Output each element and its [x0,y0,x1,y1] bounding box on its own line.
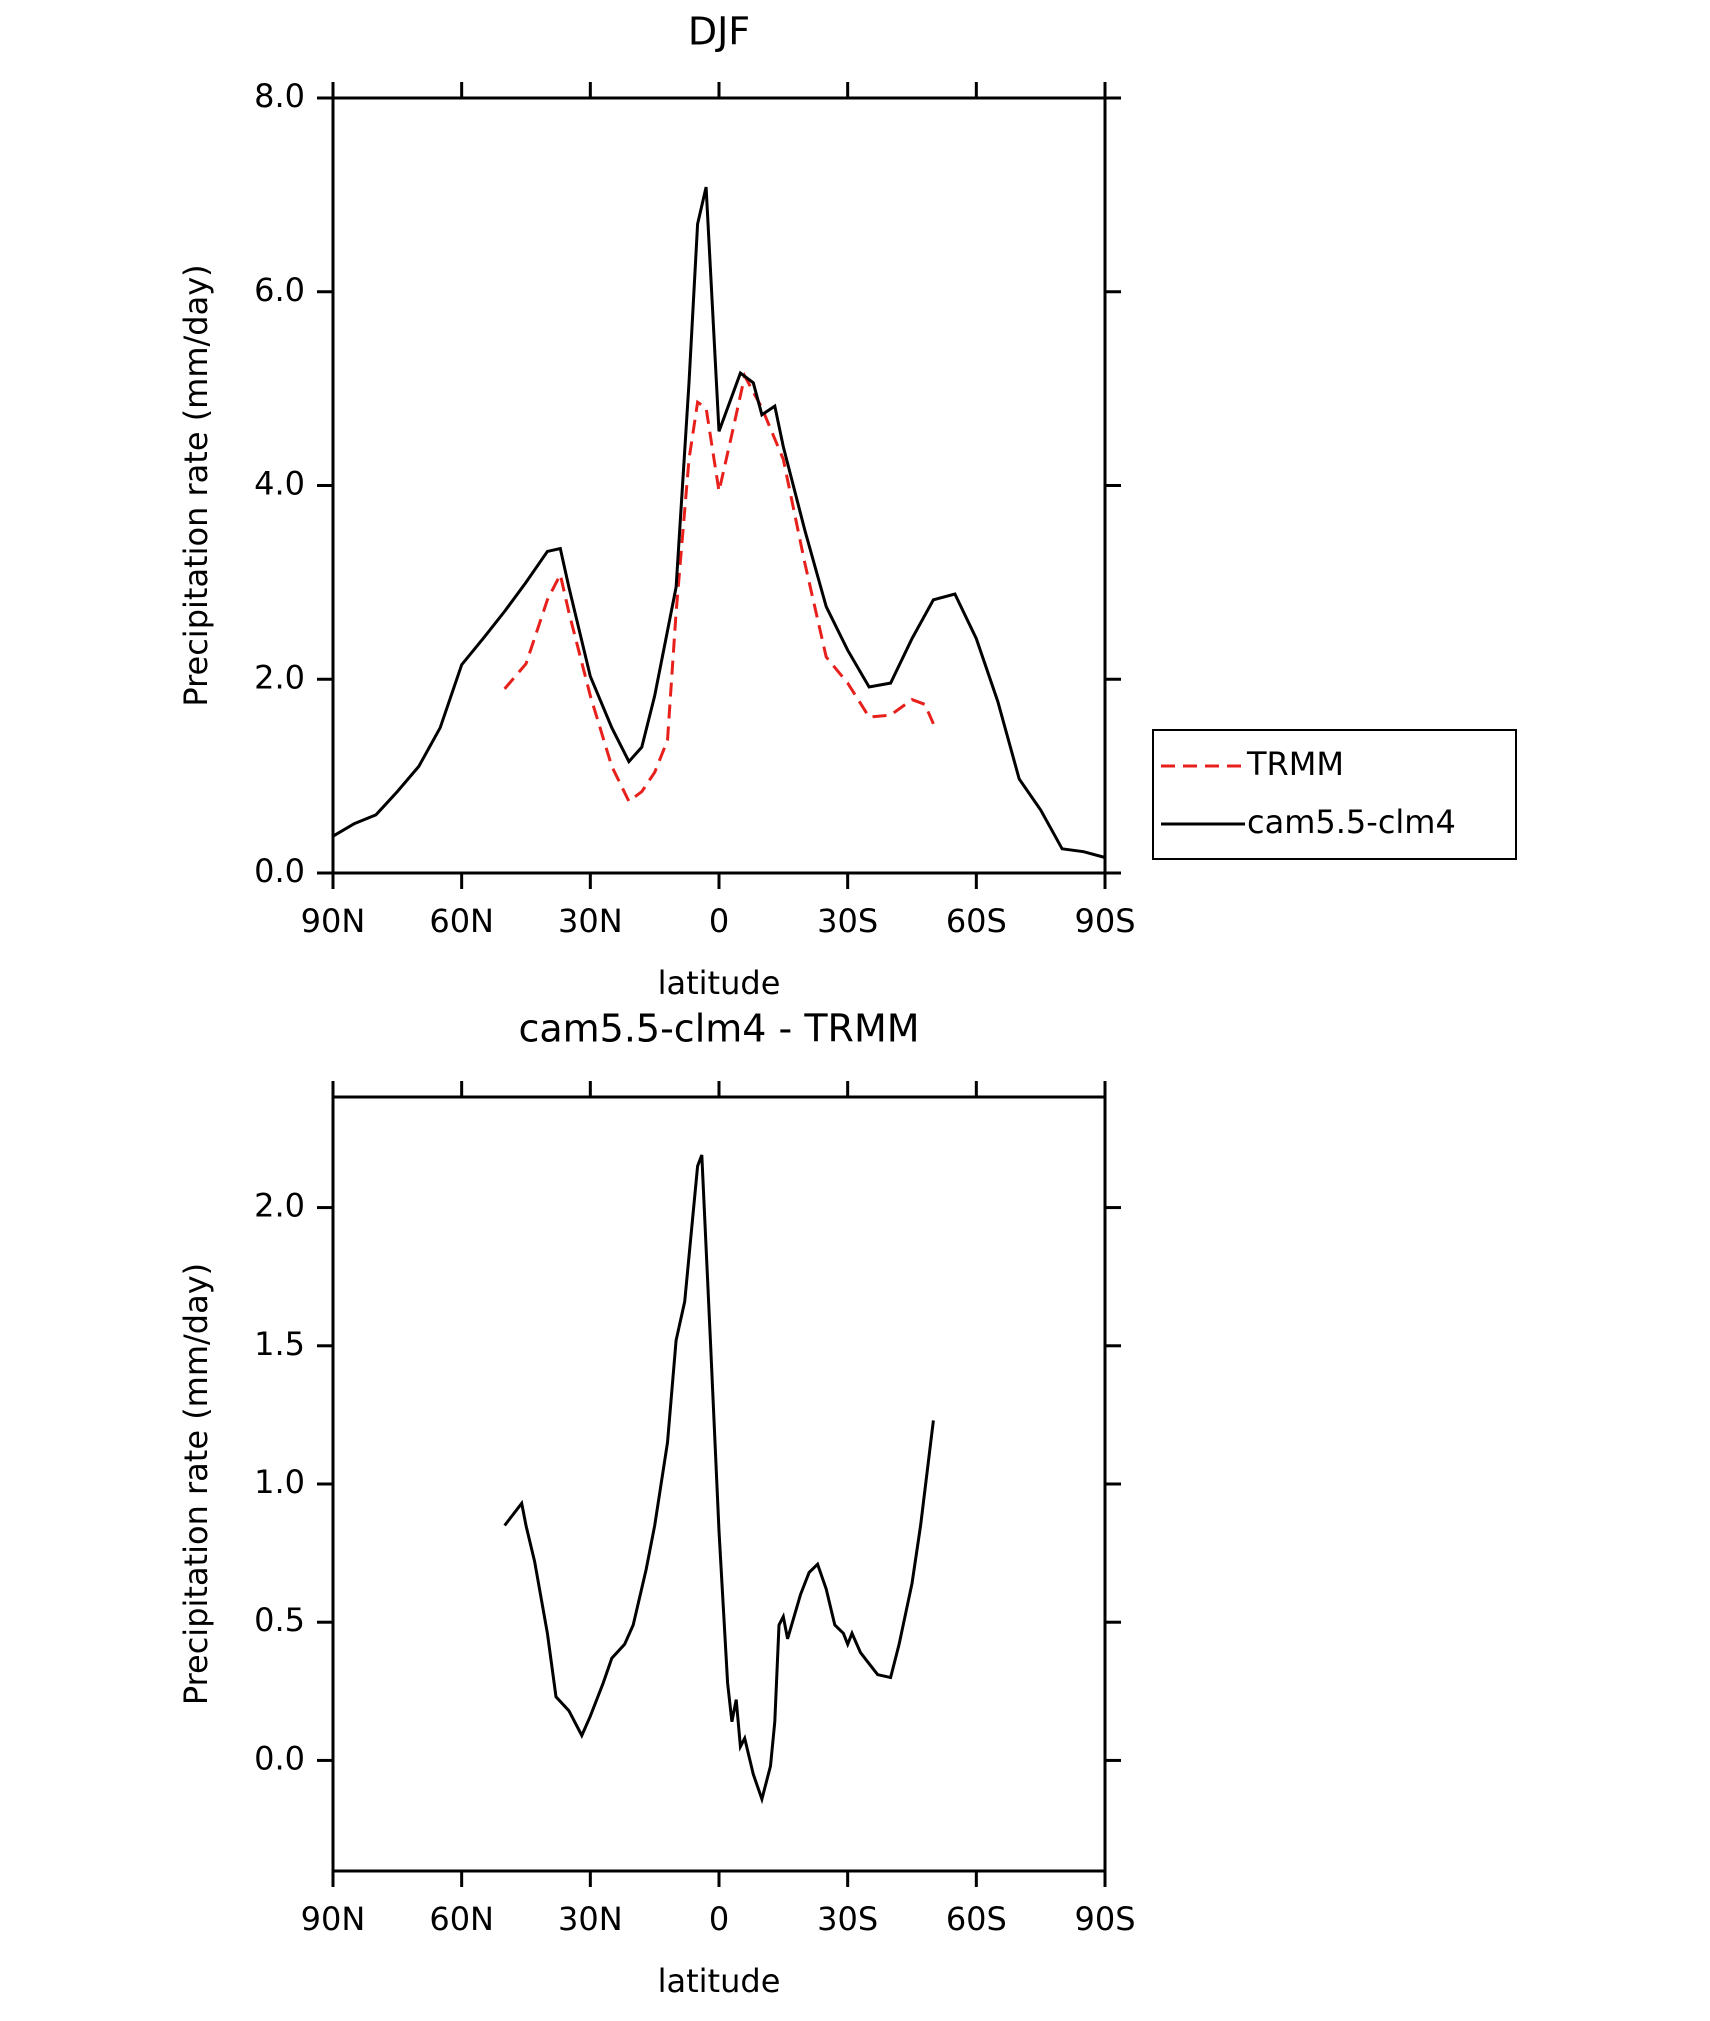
data-line [503,1154,935,1805]
y-axis-label: Precipitation rate (mm/day) [177,1263,215,1705]
chart-title: cam5.5-clm4 - TRMM [518,1007,919,1051]
x-tick-label: 60S [946,1900,1007,1938]
plot-frame [331,96,1107,875]
y-tick-label: 8.0 [254,77,305,115]
x-tick-label: 60N [429,902,494,940]
y-tick-label: 1.5 [254,1325,305,1363]
x-tick-label: 30N [558,1900,623,1938]
x-tick-label: 90N [301,902,366,940]
y-tick-label: 0.0 [254,1739,305,1777]
data-line [503,371,935,804]
y-axis-label: Precipitation rate (mm/day) [177,264,215,706]
data-line [332,186,1106,859]
y-tick-label: 1.0 [254,1463,305,1501]
legend-label: TRMM [1246,745,1344,783]
y-tick-label: 2.0 [254,658,305,696]
y-tick-label: 0.5 [254,1601,305,1639]
x-tick-label: 0 [709,902,729,940]
x-tick-label: 30S [817,902,878,940]
x-tick-label: 90S [1074,902,1135,940]
y-tick-label: 2.0 [254,1187,305,1225]
plot-frame [331,1095,1107,1873]
y-tick-label: 0.0 [254,852,305,890]
y-tick-label: 6.0 [254,271,305,309]
x-tick-label: 0 [709,1900,729,1938]
x-tick-label: 60N [429,1900,494,1938]
legend-label: cam5.5-clm4 [1247,803,1456,841]
x-axis-label: latitude [658,964,781,1002]
x-tick-label: 60S [946,902,1007,940]
x-tick-label: 90N [301,1900,366,1938]
x-axis-label: latitude [658,1962,781,2000]
chart-title: DJF [688,10,750,54]
x-tick-label: 30N [558,902,623,940]
legend: TRMM cam5.5-clm4 [1152,729,1517,860]
legend-box [1152,729,1517,860]
y-tick-label: 4.0 [254,465,305,503]
x-tick-label: 30S [817,1900,878,1938]
x-tick-label: 90S [1074,1900,1135,1938]
